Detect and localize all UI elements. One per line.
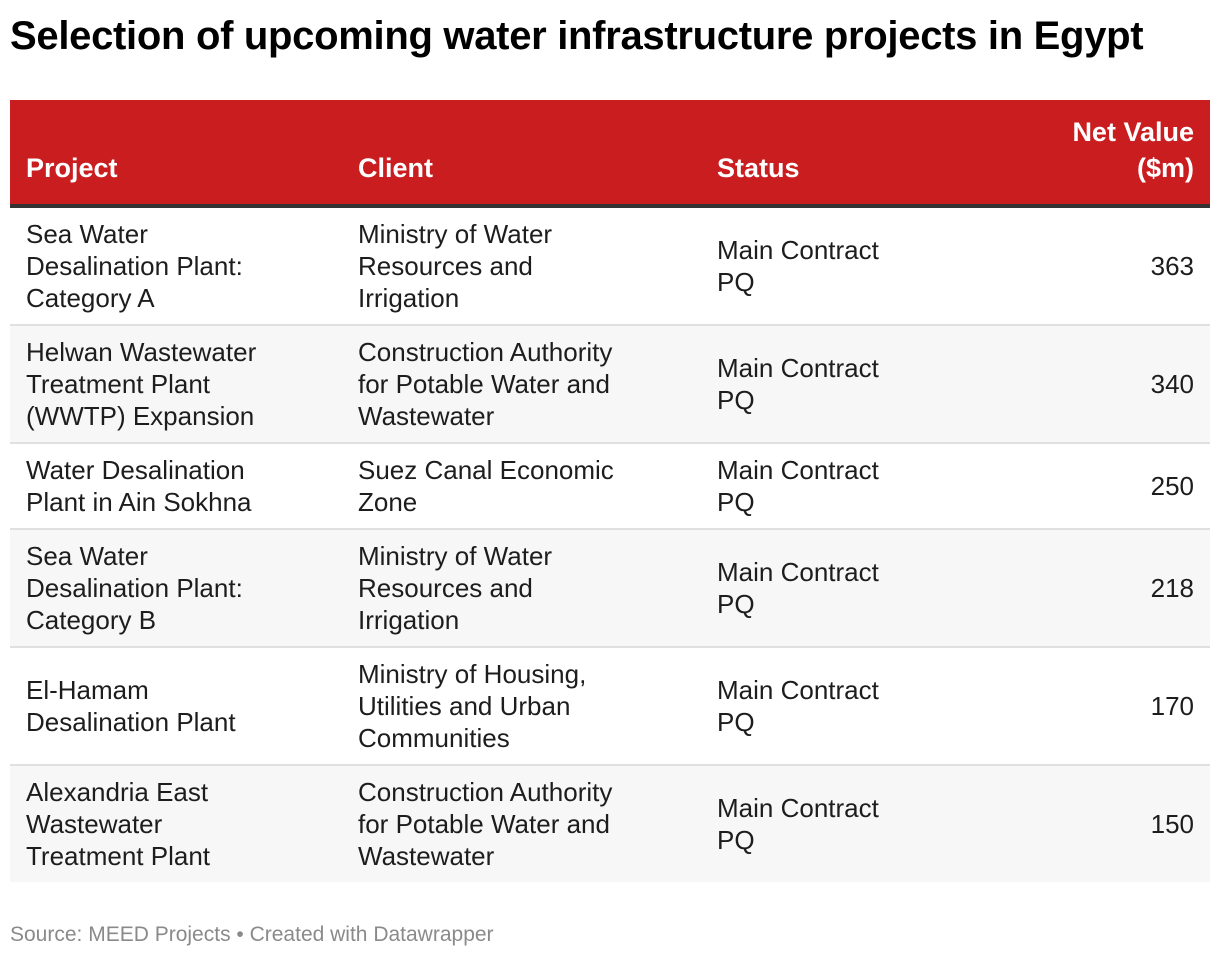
cell-line: PQ [717,589,755,619]
cell-line: PQ [717,707,755,737]
column-header-client: Client [358,150,698,186]
cell-line: for Potable Water and [358,369,610,399]
cell-line: Main Contract [717,353,879,383]
cell-client: Suez Canal Economic Zone [358,454,698,518]
cell-client: Ministry of Housing, Utilities and Urban C… [358,658,698,754]
cell-project: Water Desalination Plant in Ain Sokhna [26,454,346,518]
table-body: Sea Water Desalination Plant: Category A Mi… [10,208,1210,882]
source-footer: Source: MEED Projects • Created with Dat… [10,923,494,946]
table-row: Water Desalination Plant in Ain Sokhna Sue… [10,444,1210,530]
cell-line: Construction Authority [358,777,613,807]
table-row: Sea Water Desalination Plant: Category A Mi… [10,208,1210,326]
cell-line: for Potable Water and [358,809,610,839]
cell-line: Alexandria East [26,777,209,807]
column-header-status: Status [717,150,977,186]
cell-net-value: 363 [1150,251,1194,281]
cell-project: Sea Water Desalination Plant: Category B [26,540,346,636]
cell-line: Utilities and Urban [358,691,571,721]
cell-status: Main Contract PQ [717,454,977,518]
cell-line: Zone [358,487,418,517]
cell-line: Resources and [358,573,533,603]
table-row: Alexandria East Wastewater Treatment Plant… [10,766,1210,882]
cell-line: PQ [717,487,755,517]
cell-line: Main Contract [717,557,879,587]
cell-line: PQ [717,267,755,297]
cell-line: Construction Authority [358,337,613,367]
cell-line: (WWTP) Expansion [26,401,255,431]
header-line: Status [717,153,800,183]
cell-line: PQ [717,385,755,415]
cell-client: Construction Authority for Potable Water … [358,336,698,432]
header-line: Net Value [1072,117,1194,147]
cell-line: Resources and [358,251,533,281]
cell-line: Wastewater [358,841,495,871]
cell-line: Ministry of Water [358,541,553,571]
cell-project: Alexandria East Wastewater Treatment Plant [26,776,346,872]
cell-line: Ministry of Water [358,219,553,249]
cell-client: Construction Authority for Potable Water … [358,776,698,872]
cell-project: Sea Water Desalination Plant: Category A [26,218,346,314]
cell-line: El-Hamam [26,675,149,705]
header-line: ($m) [1136,153,1194,183]
column-header-net-value: Net Value ($m) [994,114,1194,186]
cell-status: Main Contract PQ [717,792,977,856]
cell-line: Water Desalination [26,455,245,485]
header-line: Project [26,153,118,183]
cell-line: Suez Canal Economic [358,455,614,485]
cell-net-value: 340 [1150,369,1194,399]
cell-line: Main Contract [717,675,879,705]
column-header-project: Project [26,150,346,186]
cell-line: Plant in Ain Sokhna [26,487,252,517]
cell-line: Wastewater [26,809,163,839]
cell-net-value: 170 [1150,691,1194,721]
cell-line: Category A [26,283,155,313]
cell-line: Main Contract [717,793,879,823]
cell-line: Communities [358,723,510,753]
cell-status: Main Contract PQ [717,674,977,738]
cell-status: Main Contract PQ [717,556,977,620]
cell-line: Helwan Wastewater [26,337,257,367]
cell-client: Ministry of Water Resources and Irrigation [358,218,698,314]
cell-line: Sea Water [26,219,148,249]
table-header: Project Client Status Net Value ($m) [10,100,1210,208]
table-row: Helwan Wastewater Treatment Plant (WWTP) E… [10,326,1210,444]
cell-line: Sea Water [26,541,148,571]
cell-project: El-Hamam Desalination Plant [26,674,346,738]
projects-table: Project Client Status Net Value ($m) Sea… [10,100,1210,882]
cell-net-value: 218 [1150,573,1194,603]
cell-line: PQ [717,825,755,855]
cell-line: Desalination Plant: [26,251,243,281]
table-row: Sea Water Desalination Plant: Category B Mi… [10,530,1210,648]
cell-line: Wastewater [358,401,495,431]
cell-line: Irrigation [358,283,460,313]
cell-line: Ministry of Housing, [358,659,587,689]
cell-line: Main Contract [717,235,879,265]
header-line: Client [358,153,434,183]
cell-line: Desalination Plant [26,707,236,737]
cell-line: Category B [26,605,157,635]
cell-client: Ministry of Water Resources and Irrigation [358,540,698,636]
cell-status: Main Contract PQ [717,234,977,298]
chart-title: Selection of upcoming water infrastructu… [10,14,1144,58]
table-row: El-Hamam Desalination Plant Ministry of Ho… [10,648,1210,766]
cell-net-value: 250 [1150,471,1194,501]
cell-line: Main Contract [717,455,879,485]
cell-project: Helwan Wastewater Treatment Plant (WWTP) E… [26,336,346,432]
cell-status: Main Contract PQ [717,352,977,416]
cell-net-value: 150 [1150,809,1194,839]
cell-line: Irrigation [358,605,460,635]
cell-line: Desalination Plant: [26,573,243,603]
cell-line: Treatment Plant [26,369,211,399]
cell-line: Treatment Plant [26,841,211,871]
